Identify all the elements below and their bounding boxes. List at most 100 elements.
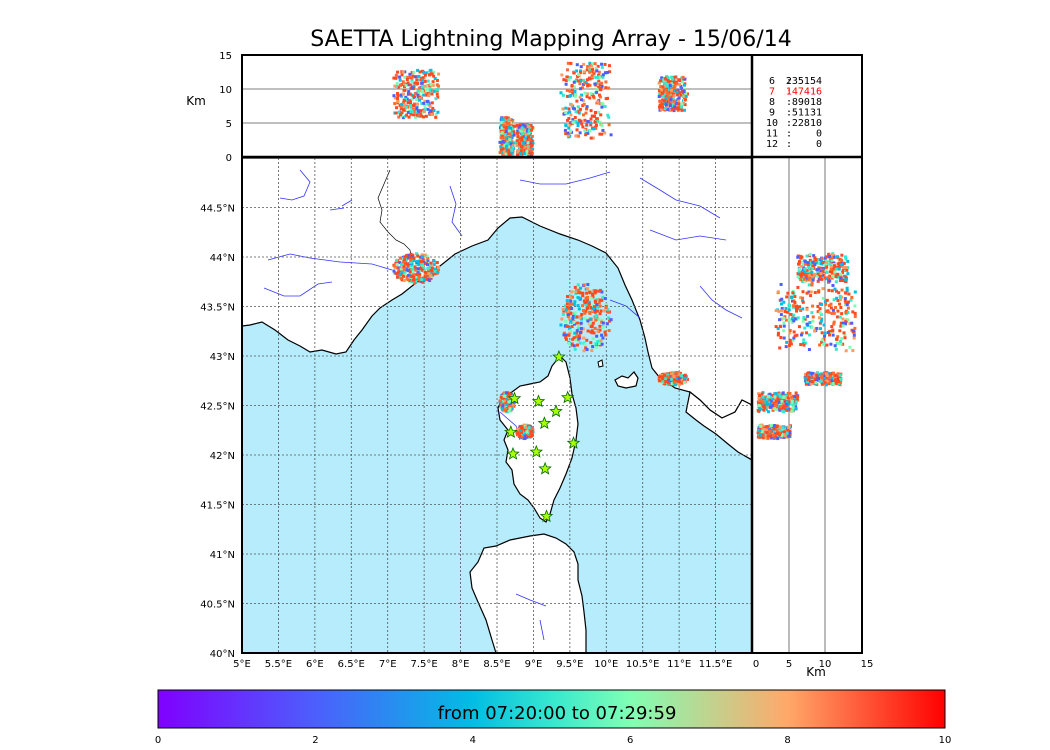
top-source-point (604, 80, 608, 84)
map-source-point (508, 402, 512, 406)
map-source-point (500, 407, 504, 411)
top-source-point (588, 70, 592, 74)
top-source-point (675, 88, 679, 92)
side-source-point (813, 272, 817, 276)
side-source-point (766, 403, 770, 407)
side-source-point (809, 260, 813, 264)
side-source-point (780, 399, 784, 403)
top-source-point (589, 123, 593, 127)
map-source-point (575, 331, 579, 335)
map-source-point (591, 295, 595, 299)
side-source-point (780, 307, 784, 311)
side-source-point (807, 266, 811, 270)
map-source-point (601, 295, 605, 299)
top-source-point (670, 88, 674, 92)
map-source-point (682, 376, 686, 380)
side-source-point (820, 372, 824, 376)
map-source-point (600, 290, 604, 294)
side-source-point (850, 328, 854, 332)
map-source-point (571, 314, 575, 318)
top-source-point (595, 81, 599, 85)
side-source-point (805, 269, 809, 273)
map-source-point (413, 275, 417, 279)
side-source-point (776, 397, 780, 401)
top-source-point (663, 99, 667, 103)
top-source-point (675, 82, 679, 86)
station-star-icon (538, 461, 552, 475)
top-source-point (425, 99, 429, 103)
map-source-point (420, 262, 424, 266)
top-source-point (666, 104, 670, 108)
side-source-point (772, 407, 776, 411)
side-source-point (815, 373, 819, 377)
top-source-point (417, 91, 421, 95)
top-source-point (603, 71, 607, 75)
map-source-point (666, 381, 670, 385)
map-source-point (518, 434, 522, 438)
map-source-point (576, 283, 580, 287)
top-source-point (530, 139, 534, 143)
top-source-point (401, 70, 405, 74)
map-source-point (416, 259, 420, 263)
map-source-point (505, 395, 509, 399)
side-source-point (796, 316, 800, 320)
side-source-point (835, 315, 839, 319)
map-source-point (422, 268, 426, 272)
map-source-point (530, 426, 534, 430)
side-source-point (835, 296, 839, 300)
side-source-point (763, 399, 767, 403)
top-source-point (565, 68, 569, 72)
side-source-point (838, 380, 842, 384)
side-source-point (763, 424, 767, 428)
side-source-point (771, 408, 775, 412)
top-source-point (400, 102, 404, 106)
side-source-point (795, 309, 799, 313)
side-source-point (831, 253, 835, 257)
map-source-point (582, 299, 586, 303)
map-source-point (429, 272, 433, 276)
top-source-point (659, 99, 663, 103)
top-source-point (527, 129, 531, 133)
side-source-point (837, 291, 841, 295)
top-source-point (413, 115, 417, 119)
map-source-point (582, 336, 586, 340)
map-source-point (574, 338, 578, 342)
top-source-point (525, 129, 529, 133)
map-source-point (425, 277, 429, 281)
top-source-point (596, 100, 600, 104)
side-source-point (825, 379, 829, 383)
station-star-icon (539, 509, 554, 523)
map-source-point (573, 285, 577, 289)
top-source-point (424, 91, 428, 95)
map-source-point (562, 333, 566, 337)
map-source-point (511, 402, 515, 406)
map-source-point (516, 427, 520, 431)
top-source-point (424, 88, 428, 92)
side-height-tick-label: 0 (753, 659, 759, 670)
side-source-point (825, 277, 829, 281)
top-source-point (405, 97, 409, 101)
top-source-point (398, 103, 402, 107)
side-source-point (815, 274, 819, 278)
top-source-point (510, 148, 514, 152)
map-source-point (666, 375, 670, 379)
top-source-point (403, 75, 407, 79)
top-source-point (423, 107, 427, 111)
top-source-point (423, 77, 427, 81)
count-row-colon: : (786, 118, 792, 129)
map-source-point (420, 260, 424, 264)
map-source-point (670, 382, 674, 386)
side-source-point (841, 278, 845, 282)
side-source-point (786, 425, 790, 429)
top-source-point (663, 108, 667, 112)
map-source-point (660, 375, 664, 379)
map-source-point (402, 270, 406, 274)
top-source-point (406, 81, 410, 85)
side-source-point (802, 273, 806, 277)
side-source-point (830, 258, 834, 262)
map-source-point (604, 333, 608, 337)
top-source-point (499, 137, 503, 141)
side-source-point (770, 404, 774, 408)
lon-tick-label: 10°E (594, 659, 618, 670)
map-source-point (567, 306, 571, 310)
